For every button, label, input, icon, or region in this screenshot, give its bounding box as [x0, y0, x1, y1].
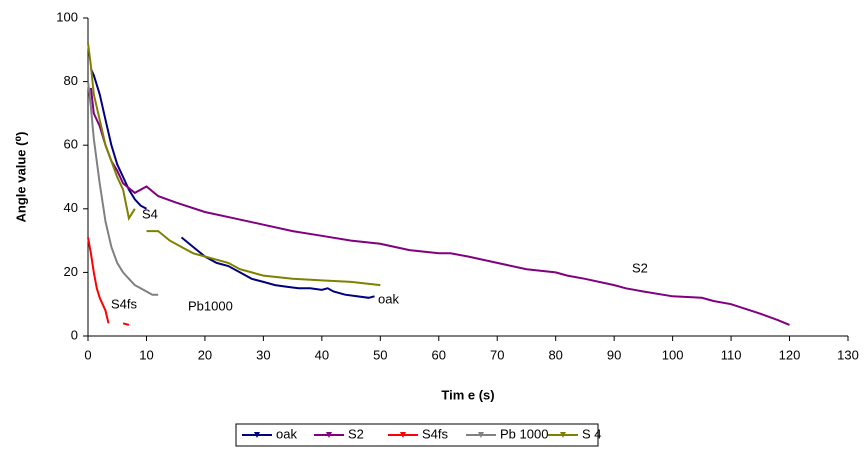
annotation: S2 [632, 260, 648, 275]
legend-label: Pb 1000 [500, 426, 548, 441]
x-tick-label: 130 [837, 347, 859, 362]
legend-marker [400, 432, 406, 438]
x-tick-label: 10 [139, 347, 153, 362]
x-tick-label: 50 [373, 347, 387, 362]
legend-marker [254, 432, 260, 438]
series-line [89, 68, 375, 299]
series-line [87, 237, 130, 326]
series-line [89, 87, 790, 326]
x-tick-label: 60 [432, 347, 446, 362]
legend-label: oak [276, 426, 297, 441]
x-tick-label: 100 [662, 347, 684, 362]
y-tick-label: 40 [64, 200, 78, 215]
legend-label: S2 [348, 426, 364, 441]
x-tick-label: 80 [548, 347, 562, 362]
legend-box [235, 423, 599, 447]
y-axis-title: Angle value (⁰) [13, 132, 28, 223]
x-tick-label: 0 [84, 347, 91, 362]
legend-label: S 4 [582, 426, 602, 441]
annotation: S4fs [111, 296, 138, 311]
x-tick-label: 20 [198, 347, 212, 362]
legend-label: S4fs [422, 426, 449, 441]
x-tick-label: 120 [779, 347, 801, 362]
x-tick-label: 110 [721, 347, 742, 362]
legend-marker [560, 432, 566, 438]
x-tick-label: 30 [256, 347, 270, 362]
annotation: oak [378, 291, 399, 306]
y-tick-label: 80 [64, 73, 78, 88]
series-line [87, 43, 381, 287]
series-line [87, 81, 159, 296]
x-tick-label: 40 [315, 347, 329, 362]
y-tick-label: 20 [64, 264, 78, 279]
x-axis-title: Tim e (s) [441, 387, 494, 402]
legend-marker [326, 432, 332, 438]
legend-marker [478, 432, 484, 438]
y-tick-label: 60 [64, 137, 78, 152]
annotation: S4 [142, 206, 158, 221]
x-tick-label: 70 [490, 347, 504, 362]
y-tick-label: 0 [71, 327, 78, 342]
annotation: Pb1000 [188, 298, 233, 313]
x-tick-label: 90 [607, 347, 621, 362]
y-tick-label: 100 [56, 9, 78, 24]
